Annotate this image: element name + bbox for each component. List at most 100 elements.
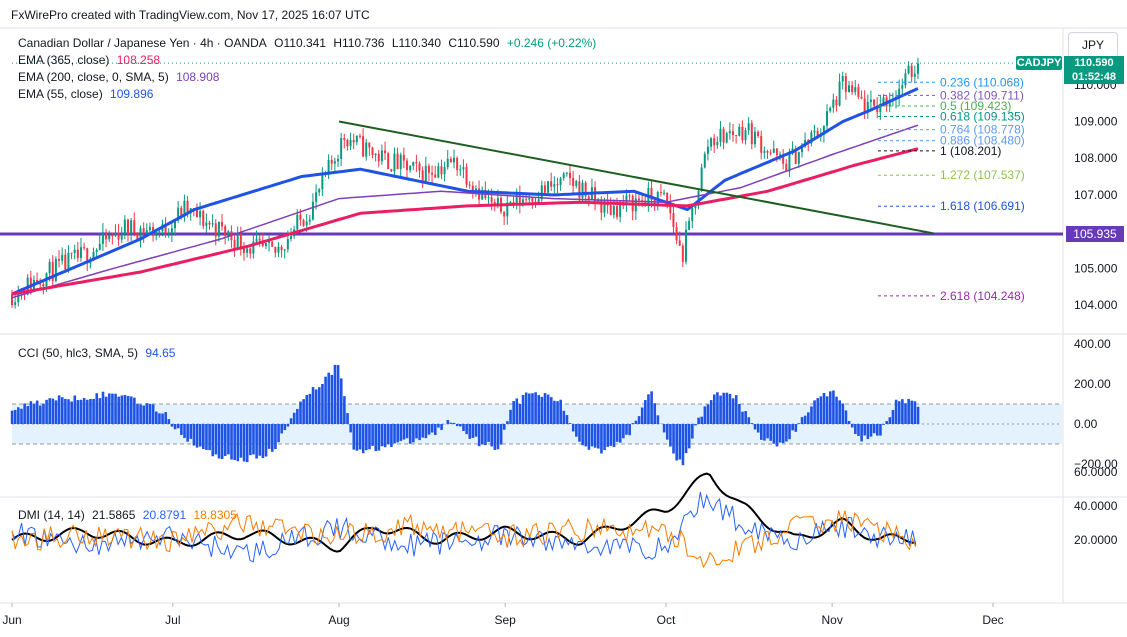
ema200-legend[interactable]: EMA (200, close, 0, SMA, 5) 108.908 (18, 70, 223, 84)
candle-body (873, 99, 876, 106)
ema55-value: 109.896 (110, 87, 154, 101)
candle-body (58, 258, 61, 261)
candle-body (694, 205, 697, 209)
cci-bar (568, 423, 572, 424)
cci-bar (26, 405, 30, 424)
candle-body (252, 241, 255, 254)
candle-body (315, 192, 318, 202)
candle-body (710, 138, 713, 147)
cci-bar (136, 403, 139, 424)
cci-bar (302, 399, 305, 424)
candle-body (396, 153, 399, 170)
candle-body (609, 205, 612, 215)
candle-body (503, 211, 506, 217)
candle-body (390, 168, 393, 172)
cci-bar (600, 424, 603, 454)
cci-bar (712, 394, 716, 424)
fib-level-label: 0.382 (109.711) (940, 88, 1024, 102)
price-tick-label: 109.000 (1074, 115, 1118, 129)
cci-bar (534, 392, 537, 424)
fib-level-label: 0.236 (110.068) (940, 75, 1024, 89)
cci-bar (296, 408, 299, 424)
candle-body (224, 226, 227, 236)
candle-body (343, 138, 346, 140)
cci-bar (415, 424, 418, 439)
candle-body (440, 166, 443, 175)
cci-bar (860, 424, 863, 442)
candle-body (794, 148, 797, 164)
candle-body (302, 219, 305, 226)
candle-body (813, 130, 816, 133)
cci-bar (195, 424, 199, 448)
candle-body (211, 223, 214, 225)
candle-body (208, 222, 211, 225)
candle-body (713, 138, 716, 146)
fib-level-label: 0.886 (108.480) (940, 134, 1025, 148)
candle-body (553, 184, 556, 187)
cci-bar (17, 407, 20, 424)
cci-bar (330, 374, 334, 424)
cci-bar (51, 398, 55, 424)
cci-bar (681, 424, 685, 466)
cci-bar (549, 397, 553, 424)
candle-body (597, 199, 600, 203)
cci-bar (446, 420, 450, 424)
cci-bar (857, 424, 860, 436)
cci-bar (540, 396, 544, 424)
cci-bar (769, 424, 773, 441)
candle-body (816, 130, 819, 137)
price-tick-label: 105.000 (1074, 261, 1118, 275)
candle-body (286, 238, 289, 250)
candle-body (434, 174, 437, 178)
cci-bar (875, 424, 879, 436)
cci-bar (13, 409, 17, 424)
cci-legend[interactable]: CCI (50, hlc3, SMA, 5) 94.65 (18, 346, 179, 360)
candle-body (205, 222, 208, 226)
cci-bar (524, 392, 528, 424)
candle-body (800, 146, 803, 153)
candle-body (540, 185, 543, 200)
candle-body (92, 251, 95, 260)
cci-bar (223, 424, 227, 456)
candle-body (277, 246, 280, 253)
cci-bar (239, 424, 243, 458)
cci-bar (722, 392, 725, 424)
cci-bar (628, 424, 631, 436)
candle-body (760, 135, 763, 153)
candle-body (496, 197, 499, 206)
cci-bar (797, 423, 801, 424)
cci-bar (813, 400, 816, 424)
candle-body (246, 248, 249, 253)
candle-body (731, 131, 734, 135)
cci-bar (142, 405, 146, 424)
price-tick-label: 107.000 (1074, 188, 1118, 202)
cci-bar (151, 404, 155, 424)
candle-body (860, 96, 863, 99)
candle-body (832, 99, 835, 108)
candle-body (29, 277, 32, 290)
candle-body (841, 76, 844, 82)
candle-body (76, 249, 79, 258)
cci-bar (515, 398, 519, 424)
cci-bar (148, 403, 152, 424)
cci-bar (20, 408, 23, 424)
candle-body (515, 192, 518, 206)
cci-bar (101, 391, 105, 424)
dmi-legend[interactable]: DMI (14, 14) 21.5865 20.8791 18.8305 (18, 508, 241, 522)
cci-value: 94.65 (145, 346, 176, 360)
currency-button[interactable]: JPY (1068, 32, 1118, 58)
cci-tick-label: 200.00 (1074, 377, 1111, 391)
cci-bar (462, 424, 465, 431)
cci-tick-label: 0.00 (1074, 417, 1098, 431)
cci-bar (217, 424, 221, 459)
cci-bar (245, 424, 249, 463)
candle-body (431, 172, 434, 175)
cci-bar (412, 424, 415, 443)
cci-bar (807, 412, 810, 424)
ema365-legend[interactable]: EMA (365, close) 108.258 (18, 53, 164, 67)
ema55-legend[interactable]: EMA (55, close) 109.896 (18, 87, 157, 101)
cci-bar (173, 424, 177, 430)
symbol-legend: Canadian Dollar / Japanese Yen · 4h · OA… (18, 36, 600, 50)
candle-body (437, 166, 440, 178)
